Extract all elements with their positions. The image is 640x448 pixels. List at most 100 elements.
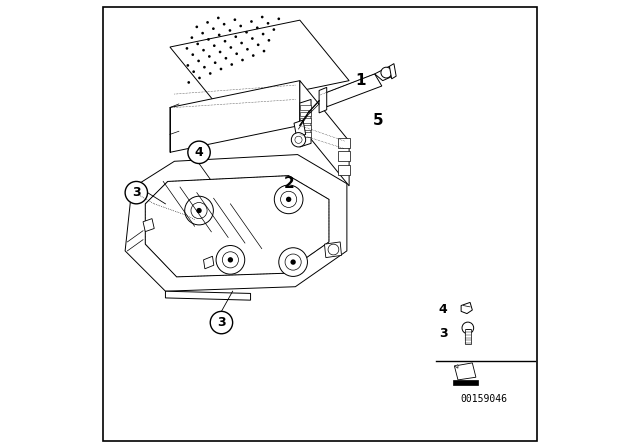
Text: 3: 3 bbox=[132, 186, 141, 199]
Polygon shape bbox=[454, 363, 476, 380]
Polygon shape bbox=[170, 20, 349, 108]
Polygon shape bbox=[294, 120, 306, 138]
Circle shape bbox=[225, 57, 227, 60]
Polygon shape bbox=[461, 302, 472, 314]
Bar bbox=[300, 132, 311, 137]
Circle shape bbox=[218, 34, 221, 36]
Polygon shape bbox=[324, 242, 342, 258]
Circle shape bbox=[228, 257, 233, 263]
Bar bbox=[300, 125, 311, 130]
Circle shape bbox=[230, 63, 233, 66]
Text: 3: 3 bbox=[439, 327, 447, 340]
Circle shape bbox=[202, 49, 205, 52]
Circle shape bbox=[196, 43, 199, 45]
Text: 5: 5 bbox=[373, 113, 383, 129]
Bar bbox=[338, 165, 351, 175]
Circle shape bbox=[279, 248, 307, 276]
Circle shape bbox=[239, 25, 242, 27]
Circle shape bbox=[206, 21, 209, 24]
Polygon shape bbox=[145, 176, 329, 277]
Circle shape bbox=[275, 185, 303, 214]
Polygon shape bbox=[320, 74, 382, 107]
Polygon shape bbox=[389, 64, 396, 79]
Polygon shape bbox=[204, 256, 214, 269]
Polygon shape bbox=[125, 155, 347, 291]
Circle shape bbox=[230, 46, 232, 49]
Circle shape bbox=[234, 18, 236, 21]
Circle shape bbox=[186, 47, 188, 50]
Circle shape bbox=[252, 54, 255, 57]
Circle shape bbox=[216, 246, 244, 274]
Circle shape bbox=[240, 42, 243, 44]
Circle shape bbox=[261, 16, 264, 18]
Circle shape bbox=[208, 55, 211, 58]
Circle shape bbox=[268, 39, 270, 42]
Circle shape bbox=[280, 191, 297, 207]
Circle shape bbox=[201, 32, 204, 34]
Circle shape bbox=[219, 51, 221, 53]
Circle shape bbox=[291, 133, 306, 147]
Circle shape bbox=[273, 28, 275, 31]
Circle shape bbox=[224, 40, 227, 43]
Circle shape bbox=[285, 254, 301, 270]
Circle shape bbox=[214, 61, 216, 64]
Circle shape bbox=[381, 67, 392, 78]
Circle shape bbox=[228, 29, 231, 32]
Polygon shape bbox=[374, 66, 391, 81]
Circle shape bbox=[220, 68, 222, 70]
Circle shape bbox=[213, 44, 216, 47]
Bar bbox=[465, 329, 470, 344]
Circle shape bbox=[328, 244, 339, 255]
Bar bbox=[338, 138, 351, 148]
Circle shape bbox=[256, 26, 259, 29]
Circle shape bbox=[191, 36, 193, 39]
Circle shape bbox=[295, 136, 302, 143]
Circle shape bbox=[196, 208, 202, 213]
Circle shape bbox=[222, 252, 239, 268]
Circle shape bbox=[209, 72, 212, 75]
Circle shape bbox=[188, 81, 190, 84]
Circle shape bbox=[250, 20, 253, 23]
Polygon shape bbox=[143, 219, 154, 232]
Circle shape bbox=[125, 181, 148, 204]
Circle shape bbox=[262, 50, 266, 52]
Circle shape bbox=[197, 60, 200, 62]
Circle shape bbox=[195, 26, 198, 28]
Circle shape bbox=[191, 53, 194, 56]
Polygon shape bbox=[319, 87, 327, 113]
Polygon shape bbox=[170, 81, 300, 152]
Circle shape bbox=[245, 31, 248, 34]
Circle shape bbox=[193, 70, 195, 73]
Circle shape bbox=[223, 23, 225, 26]
Text: 4: 4 bbox=[195, 146, 204, 159]
Polygon shape bbox=[165, 291, 251, 300]
Circle shape bbox=[262, 33, 264, 35]
Circle shape bbox=[186, 64, 189, 67]
Circle shape bbox=[462, 322, 474, 334]
Circle shape bbox=[278, 17, 280, 20]
Circle shape bbox=[257, 43, 260, 46]
Bar bbox=[300, 118, 311, 123]
Circle shape bbox=[246, 48, 249, 51]
Circle shape bbox=[234, 35, 237, 38]
Text: 00159046: 00159046 bbox=[460, 394, 507, 404]
Text: 3: 3 bbox=[217, 316, 226, 329]
Text: 1: 1 bbox=[355, 73, 365, 88]
Bar bbox=[300, 105, 311, 110]
Polygon shape bbox=[300, 81, 349, 186]
Circle shape bbox=[291, 259, 296, 265]
Circle shape bbox=[185, 196, 213, 225]
Circle shape bbox=[267, 22, 269, 25]
Circle shape bbox=[188, 141, 210, 164]
Circle shape bbox=[241, 59, 244, 61]
Circle shape bbox=[203, 66, 206, 69]
Circle shape bbox=[286, 197, 291, 202]
Bar bbox=[338, 151, 351, 161]
Text: 4: 4 bbox=[439, 302, 447, 316]
Circle shape bbox=[198, 77, 201, 79]
Circle shape bbox=[236, 52, 238, 55]
Bar bbox=[300, 112, 311, 116]
Polygon shape bbox=[454, 365, 458, 368]
Circle shape bbox=[212, 27, 215, 30]
Circle shape bbox=[217, 17, 220, 19]
